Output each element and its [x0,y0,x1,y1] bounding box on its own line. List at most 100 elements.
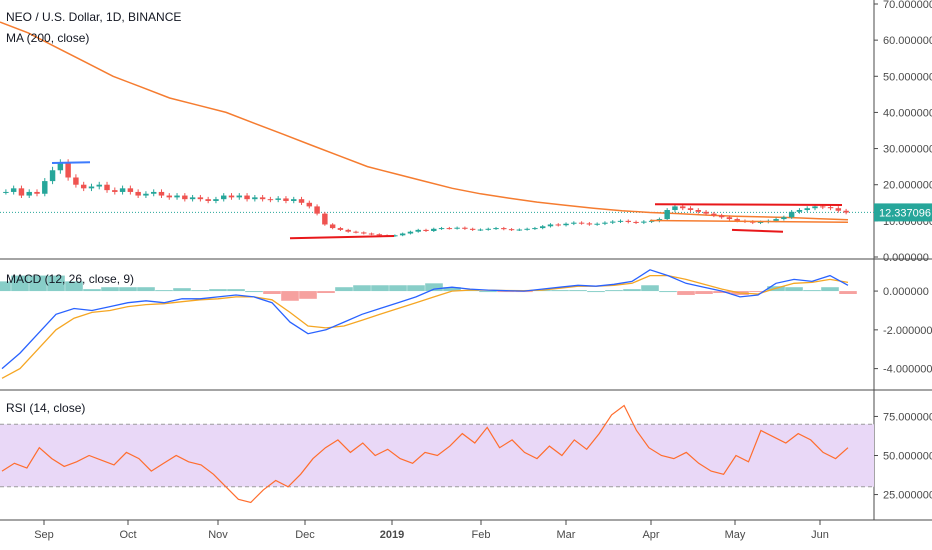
candle[interactable] [306,200,313,209]
candle[interactable] [291,196,297,204]
candle[interactable] [454,226,460,230]
candle[interactable] [96,181,102,190]
candle[interactable] [127,185,134,195]
candle[interactable] [182,193,188,202]
candle[interactable] [166,193,172,200]
support-line-red-2[interactable] [731,228,784,233]
candle[interactable] [703,210,709,216]
candle[interactable] [119,185,126,195]
candle[interactable] [625,219,631,224]
candle[interactable] [88,183,95,192]
candle[interactable] [718,213,725,219]
candle[interactable] [539,225,546,230]
candle[interactable] [827,205,834,211]
candle[interactable] [174,193,180,200]
candle[interactable] [150,189,157,197]
candle[interactable] [135,189,141,199]
candle[interactable] [469,227,476,231]
candle[interactable] [3,189,9,195]
candle[interactable] [18,185,25,199]
candle[interactable] [532,226,538,230]
candle[interactable] [353,230,359,234]
candle[interactable] [368,232,375,236]
candle[interactable] [431,227,437,233]
candle[interactable] [547,223,554,228]
candle[interactable] [392,234,398,237]
candle[interactable] [112,187,118,195]
candle[interactable] [228,193,235,200]
candle[interactable] [283,196,289,204]
candle[interactable] [275,196,281,203]
support-line-red[interactable] [289,235,395,240]
candle[interactable] [259,194,266,202]
candle[interactable] [407,230,414,235]
resistance-line-red[interactable] [654,203,843,206]
candle[interactable] [843,208,849,215]
candle[interactable] [345,228,351,233]
candle[interactable] [423,228,429,233]
candle[interactable] [586,222,593,226]
candle[interactable] [298,196,305,205]
candle[interactable] [516,228,523,231]
candle[interactable] [711,211,717,218]
candle[interactable] [221,193,227,202]
candle[interactable] [205,196,211,204]
candle[interactable] [609,220,616,225]
macd-pane[interactable]: 0.000000 -2.000000 -4.000000 [0,269,932,379]
candle[interactable] [571,221,577,226]
candle[interactable] [680,204,686,211]
candle[interactable] [726,215,733,221]
candle[interactable] [10,185,17,195]
candle[interactable] [508,228,515,231]
candle[interactable] [555,223,561,227]
candle[interactable] [42,178,48,197]
candle[interactable] [602,221,608,226]
candle[interactable] [695,208,702,214]
candle[interactable] [26,189,32,199]
candle[interactable] [399,232,406,237]
candle[interactable] [197,194,204,202]
candle[interactable] [361,231,367,235]
candle[interactable] [143,191,149,199]
candle[interactable] [329,223,336,230]
candle[interactable] [252,194,258,202]
price-pane[interactable]: 70.000000 60.000000 50.000000 40.000000 30.0… [0,0,932,264]
candle[interactable] [244,193,250,202]
candle[interactable] [462,226,468,230]
candle[interactable] [687,206,694,212]
candle[interactable] [73,174,79,188]
candle[interactable] [236,193,243,200]
candle[interactable] [213,196,219,204]
candle[interactable] [104,181,110,193]
candle[interactable] [594,222,600,226]
candle[interactable] [57,159,64,174]
candle[interactable] [49,166,56,185]
resistance-line-blue[interactable] [51,161,91,165]
candle[interactable] [80,181,87,192]
candle[interactable] [267,196,274,203]
candle[interactable] [322,211,328,226]
candle[interactable] [804,206,810,212]
candle[interactable] [563,222,569,227]
candle[interactable] [781,215,787,221]
candle[interactable] [835,206,842,213]
time-axis[interactable]: Sep Oct Nov Dec 2019 Feb Mar Apr May Jun [34,520,829,541]
candle[interactable] [337,226,344,231]
candle[interactable] [664,208,670,221]
candle[interactable] [314,204,320,216]
candle[interactable] [438,226,445,230]
candle[interactable] [477,228,484,231]
candle[interactable] [641,220,647,225]
candle[interactable] [617,219,624,223]
candle[interactable] [158,189,165,199]
candle[interactable] [788,210,795,219]
candle[interactable] [493,226,499,230]
horizontal-line-orange[interactable] [649,219,849,224]
rsi-pane[interactable]: 75.000000 50.000000 25.000000 [0,404,932,504]
candle[interactable] [796,208,803,214]
candle[interactable] [446,226,453,230]
candle[interactable] [524,227,530,231]
candle[interactable] [189,194,196,202]
candle[interactable] [672,204,678,212]
candle[interactable] [34,189,40,197]
